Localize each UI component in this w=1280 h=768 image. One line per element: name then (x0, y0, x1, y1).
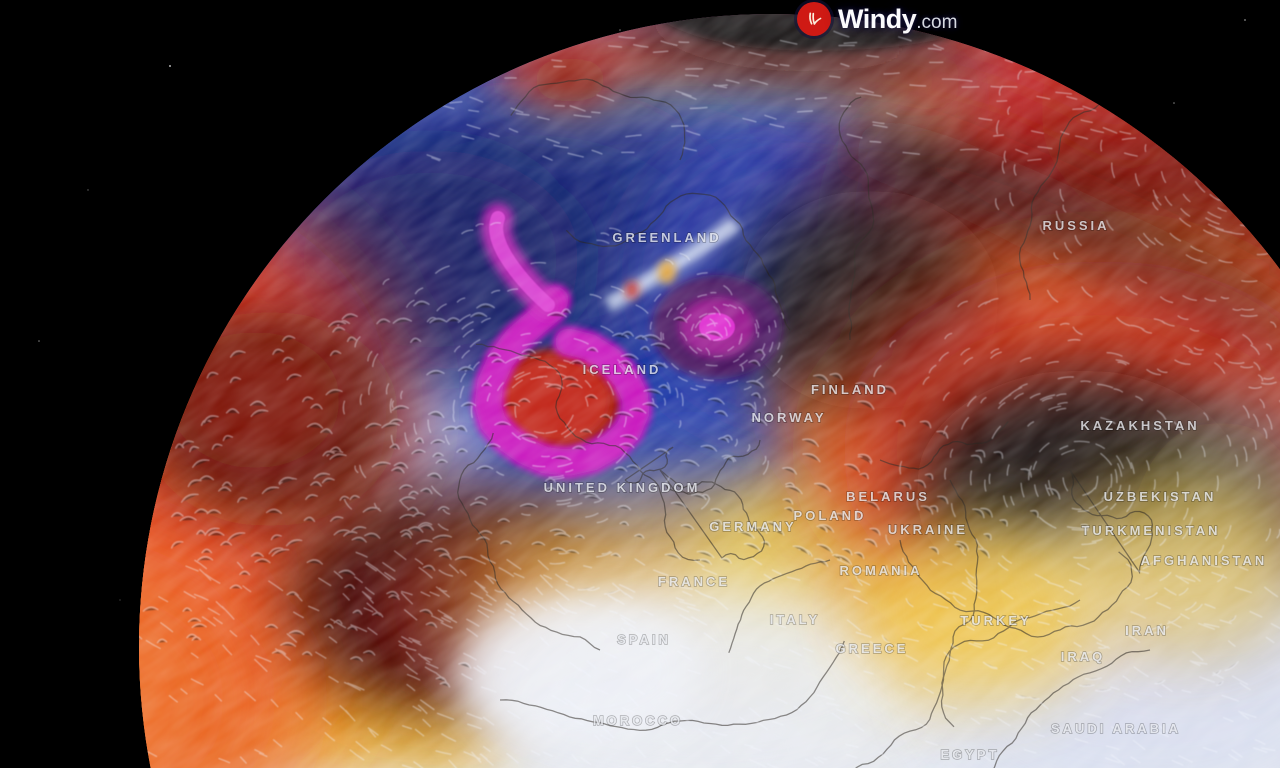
svg-text:GREECE: GREECE (836, 641, 909, 656)
svg-text:TURKEY: TURKEY (960, 613, 1031, 628)
svg-text:EGYPT: EGYPT (940, 747, 999, 762)
svg-text:UNITED KINGDOM: UNITED KINGDOM (544, 480, 701, 495)
svg-text:UKRAINE: UKRAINE (888, 522, 968, 537)
svg-text:RUSSIA: RUSSIA (1042, 218, 1109, 233)
svg-text:IRAN: IRAN (1125, 623, 1169, 638)
svg-text:IRAQ: IRAQ (1061, 649, 1106, 664)
svg-text:AFGHANISTAN: AFGHANISTAN (1141, 553, 1268, 568)
svg-text:SPAIN: SPAIN (617, 632, 671, 647)
svg-text:NORWAY: NORWAY (751, 410, 826, 425)
svg-text:ITALY: ITALY (770, 612, 820, 627)
svg-text:ROMANIA: ROMANIA (839, 563, 922, 578)
svg-text:BELARUS: BELARUS (846, 489, 930, 504)
svg-text:GERMANY: GERMANY (709, 519, 796, 534)
svg-text:ICELAND: ICELAND (583, 362, 662, 377)
svg-text:UZBEKISTAN: UZBEKISTAN (1104, 489, 1217, 504)
svg-text:POLAND: POLAND (794, 508, 867, 523)
svg-text:TURKMENISTAN: TURKMENISTAN (1081, 523, 1220, 538)
svg-text:GREENLAND: GREENLAND (612, 230, 721, 245)
svg-text:KAZAKHSTAN: KAZAKHSTAN (1080, 418, 1199, 433)
svg-text:FRANCE: FRANCE (658, 574, 730, 589)
svg-text:MOROCCO: MOROCCO (593, 713, 683, 728)
svg-text:SAUDI ARABIA: SAUDI ARABIA (1051, 721, 1181, 736)
svg-text:FINLAND: FINLAND (811, 382, 889, 397)
